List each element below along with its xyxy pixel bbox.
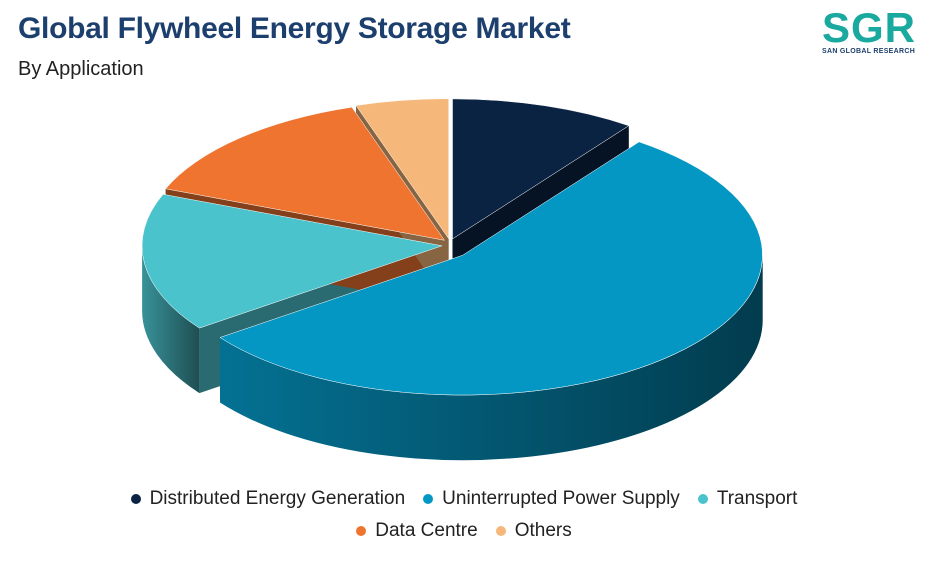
- legend-label: Uninterrupted Power Supply: [442, 488, 680, 509]
- legend-item: Transport: [697, 488, 798, 510]
- legend-swatch: [697, 494, 708, 504]
- slice: [452, 98, 630, 240]
- legend-label: Data Centre: [375, 520, 478, 541]
- slice: [219, 141, 763, 396]
- legend-swatch: [130, 494, 141, 504]
- legend-label: Distributed Energy Generation: [149, 488, 406, 509]
- slice-side: [142, 245, 200, 394]
- logo-name: SAN GLOBAL RESEARCH: [822, 48, 916, 55]
- legend-item: Distributed Energy Generation: [130, 488, 406, 510]
- slice: [355, 98, 449, 240]
- slice-side: [220, 255, 763, 461]
- slice: [165, 106, 446, 241]
- legend-label: Transport: [716, 488, 798, 509]
- chart-title: Global Flywheel Energy Storage Market: [18, 12, 571, 45]
- chart: [141, 98, 763, 461]
- legend-swatch: [423, 494, 434, 504]
- legend-item: Others: [495, 520, 572, 542]
- legend-swatch: [356, 526, 367, 536]
- legend-label: Others: [514, 520, 572, 541]
- legend: Distributed Energy Generation Uninterrupt…: [84, 488, 844, 542]
- logo-mark: SGR: [822, 4, 917, 51]
- slice: [141, 194, 444, 329]
- legend-swatch: [495, 526, 506, 536]
- legend-item: Uninterrupted Power Supply: [423, 488, 680, 510]
- chart-subtitle: By Application: [18, 58, 144, 80]
- legend-item: Data Centre: [356, 520, 478, 542]
